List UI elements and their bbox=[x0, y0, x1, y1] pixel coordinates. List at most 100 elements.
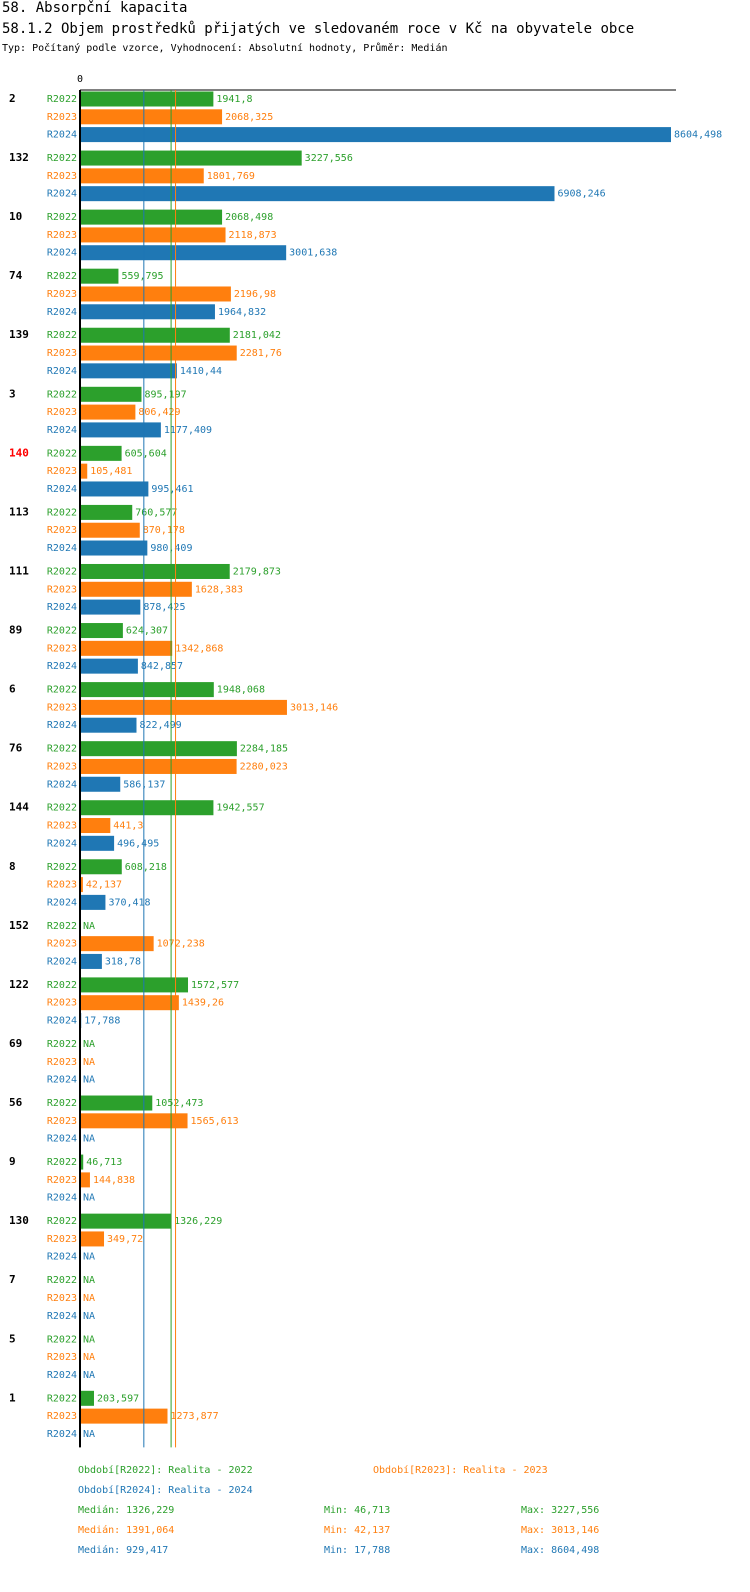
bar bbox=[80, 835, 115, 851]
legend-2022: Období[R2022]: Realita - 2022 bbox=[78, 1465, 253, 1476]
data-label: NA bbox=[83, 921, 95, 932]
data-label: 1439,26 bbox=[182, 998, 224, 1009]
series-label: R2023 bbox=[47, 821, 77, 832]
bar bbox=[80, 699, 287, 715]
data-label: 1964,832 bbox=[218, 307, 266, 318]
group-label: 8 bbox=[9, 860, 16, 873]
data-label: NA bbox=[83, 1352, 95, 1363]
bar bbox=[80, 540, 148, 556]
series-label: R2023 bbox=[47, 1293, 77, 1304]
data-label: 1628,383 bbox=[195, 584, 243, 595]
series-label: R2022 bbox=[47, 1334, 77, 1345]
group-label: 3 bbox=[9, 387, 16, 400]
data-label: 349,72 bbox=[107, 1234, 143, 1245]
data-label: 144,838 bbox=[93, 1175, 135, 1186]
series-label: R2024 bbox=[47, 956, 77, 967]
bar bbox=[80, 504, 133, 520]
series-label: R2023 bbox=[47, 643, 77, 654]
series-label: R2024 bbox=[47, 543, 77, 554]
group-label: 7 bbox=[9, 1273, 16, 1286]
data-label: 1326,229 bbox=[174, 1216, 222, 1227]
data-label: 42,137 bbox=[86, 880, 122, 891]
x-axis-zero-label: 0 bbox=[77, 74, 83, 85]
bar bbox=[80, 209, 223, 225]
group-label: 132 bbox=[9, 151, 29, 164]
series-label: R2023 bbox=[47, 761, 77, 772]
group-label: 111 bbox=[9, 564, 29, 577]
data-label: 2284,185 bbox=[240, 744, 288, 755]
series-label: R2022 bbox=[47, 1275, 77, 1286]
series-label: R2023 bbox=[47, 348, 77, 359]
data-label: 1342,868 bbox=[175, 643, 223, 654]
data-label: NA bbox=[83, 1293, 95, 1304]
series-label: R2023 bbox=[47, 584, 77, 595]
data-label: 624,307 bbox=[126, 626, 168, 637]
bar bbox=[80, 268, 119, 284]
bar bbox=[80, 953, 102, 969]
bar bbox=[80, 91, 214, 107]
series-label: R2024 bbox=[47, 425, 77, 436]
group-label: 2 bbox=[9, 92, 16, 105]
group-label: 140 bbox=[9, 446, 29, 459]
min-2023: Min: 42,137 bbox=[324, 1525, 391, 1536]
data-label: 870,178 bbox=[143, 525, 185, 536]
bar bbox=[80, 658, 138, 674]
bar bbox=[80, 995, 179, 1011]
data-label: NA bbox=[83, 1311, 95, 1322]
data-label: 878,425 bbox=[143, 602, 185, 613]
data-label: NA bbox=[83, 1057, 95, 1068]
data-label: NA bbox=[83, 1193, 95, 1204]
bar bbox=[80, 345, 237, 361]
series-label: R2024 bbox=[47, 307, 77, 318]
data-label: NA bbox=[83, 1134, 95, 1145]
data-label: 2179,873 bbox=[233, 566, 281, 577]
data-label: 1572,577 bbox=[191, 980, 239, 991]
series-label: R2022 bbox=[47, 980, 77, 991]
data-label: NA bbox=[83, 1429, 95, 1440]
series-label: R2023 bbox=[47, 171, 77, 182]
series-label: R2022 bbox=[47, 566, 77, 577]
group-label: 6 bbox=[9, 683, 16, 696]
bar bbox=[80, 404, 136, 420]
min-2024: Min: 17,788 bbox=[324, 1545, 391, 1556]
bar bbox=[80, 522, 140, 538]
series-label: R2022 bbox=[47, 744, 77, 755]
data-label: 105,481 bbox=[90, 466, 132, 477]
series-label: R2022 bbox=[47, 153, 77, 164]
bar bbox=[80, 623, 123, 639]
series-label: R2024 bbox=[47, 130, 77, 141]
max-2024: Max: 8604,498 bbox=[521, 1545, 600, 1556]
group-label: 56 bbox=[9, 1096, 23, 1109]
series-label: R2024 bbox=[47, 1370, 77, 1381]
data-label: 3001,638 bbox=[289, 248, 337, 259]
series-label: R2022 bbox=[47, 626, 77, 637]
bar bbox=[80, 640, 173, 656]
group-label: 152 bbox=[9, 919, 29, 932]
data-label: NA bbox=[83, 1275, 95, 1286]
data-label: 760,577 bbox=[135, 507, 177, 518]
series-label: R2022 bbox=[47, 685, 77, 696]
bar bbox=[80, 445, 122, 461]
chart-info: Typ: Počítaný podle vzorce, Vyhodnocení:… bbox=[2, 43, 448, 54]
data-label: 496,495 bbox=[117, 838, 159, 849]
bar bbox=[80, 758, 237, 774]
series-label: R2023 bbox=[47, 112, 77, 123]
series-label: R2022 bbox=[47, 212, 77, 223]
data-label: 17,788 bbox=[84, 1016, 120, 1027]
bar bbox=[80, 1172, 90, 1188]
bar bbox=[80, 304, 215, 320]
bar bbox=[80, 150, 302, 166]
series-label: R2024 bbox=[47, 1075, 77, 1086]
series-label: R2024 bbox=[47, 1193, 77, 1204]
series-label: R2024 bbox=[47, 1134, 77, 1145]
series-label: R2023 bbox=[47, 702, 77, 713]
bar bbox=[80, 936, 154, 952]
series-label: R2024 bbox=[47, 1429, 77, 1440]
group-label: 74 bbox=[9, 269, 23, 282]
data-label: 2181,042 bbox=[233, 330, 281, 341]
data-label: 3227,556 bbox=[305, 153, 353, 164]
series-label: R2022 bbox=[47, 1157, 77, 1168]
bar bbox=[80, 894, 106, 910]
series-label: R2023 bbox=[47, 880, 77, 891]
group-label: 139 bbox=[9, 328, 29, 341]
